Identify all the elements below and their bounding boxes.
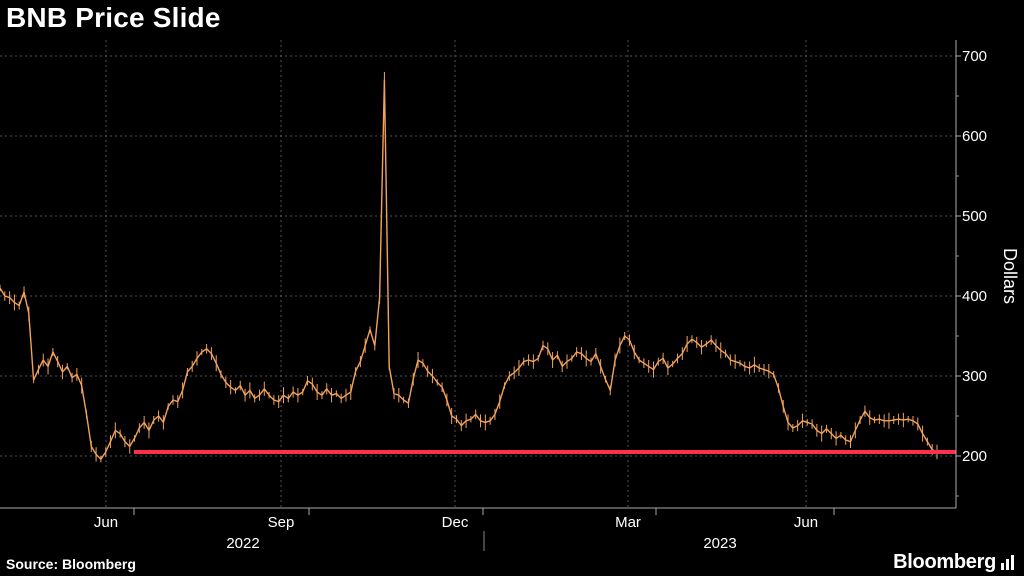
- x-tick-label: Mar: [615, 514, 641, 531]
- y-tick-label: 700: [962, 48, 987, 65]
- year-label: 2023: [703, 535, 736, 552]
- x-tick-label: Sep: [268, 514, 295, 531]
- y-axis-title: Dollars: [1000, 248, 1020, 304]
- source-note: Source: Bloomberg: [6, 556, 136, 572]
- price-series: [0, 72, 938, 463]
- bloomberg-bars-icon: [1001, 555, 1014, 570]
- bloomberg-logo: Bloomberg: [893, 551, 996, 573]
- y-tick-label: 500: [962, 208, 987, 225]
- x-tick-label: Dec: [442, 514, 469, 531]
- y-tick-label: 400: [962, 288, 987, 305]
- chart-title: BNB Price Slide: [6, 2, 221, 33]
- x-tick-label: Jun: [794, 514, 818, 531]
- y-tick-label: 300: [962, 368, 987, 385]
- y-tick-label: 600: [962, 128, 987, 145]
- x-tick-label: Jun: [94, 514, 118, 531]
- gridlines: [0, 40, 956, 508]
- axes: 200 300 400 500 600 700 Jun Sep Dec Mar Jun 2022 202…: [0, 40, 1020, 552]
- year-label: 2022: [226, 535, 259, 552]
- y-tick-label: 200: [962, 448, 987, 465]
- price-line: [0, 79, 938, 460]
